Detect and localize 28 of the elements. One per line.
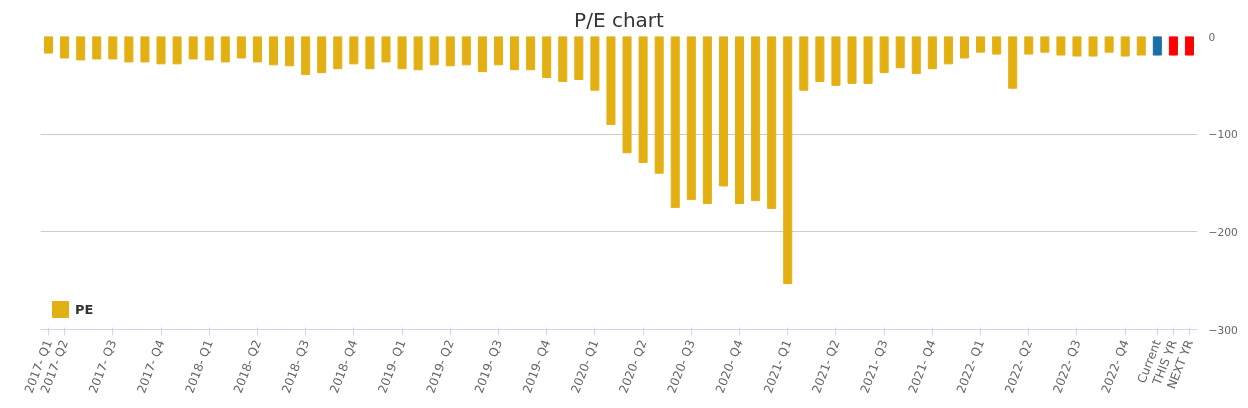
x-tick-label: 2018- Q4 [327, 337, 361, 396]
y-tick-label: 0 [1208, 30, 1216, 44]
chart-title: P/E chart [574, 7, 665, 32]
y-tick-label: −100 [1208, 128, 1238, 142]
x-tick-label: 2019- Q3 [471, 337, 505, 396]
x-tick-label: 2019- Q1 [375, 337, 409, 396]
x-tick-label: 2017- Q4 [134, 337, 168, 396]
x-tick-label: 2019- Q4 [519, 337, 554, 396]
x-tick-label: 2021- Q2 [809, 337, 843, 396]
x-tick-label: 2018- Q2 [230, 337, 264, 396]
x-tick-label: 2022- Q3 [1050, 337, 1084, 396]
x-tick-label: 2021- Q3 [857, 337, 891, 396]
legend-label: PE [75, 301, 95, 317]
x-tick-label: 2020- Q1 [568, 337, 602, 396]
x-tick-label: 2021- Q4 [905, 337, 939, 396]
x-tick-label: 2022- Q2 [1002, 337, 1036, 396]
y-tick-label: −300 [1208, 323, 1238, 337]
x-tick-label: 2018- Q1 [182, 337, 216, 396]
x-tick-label: 2020- Q4 [712, 337, 747, 396]
x-tick-label: 2022- Q1 [953, 337, 988, 396]
x-tick-label: 2020- Q3 [664, 337, 698, 396]
y-tick-label: −200 [1208, 225, 1238, 239]
x-tick-label: 2017- Q3 [86, 337, 120, 396]
x-tick-label: 2022- Q4 [1098, 337, 1132, 396]
x-tick-label: 2018- Q3 [278, 337, 313, 396]
x-tick-label: 2020- Q2 [616, 337, 650, 396]
x-tick-label: 2021- Q1 [761, 337, 795, 396]
x-tick-label: 2019- Q2 [423, 337, 457, 396]
